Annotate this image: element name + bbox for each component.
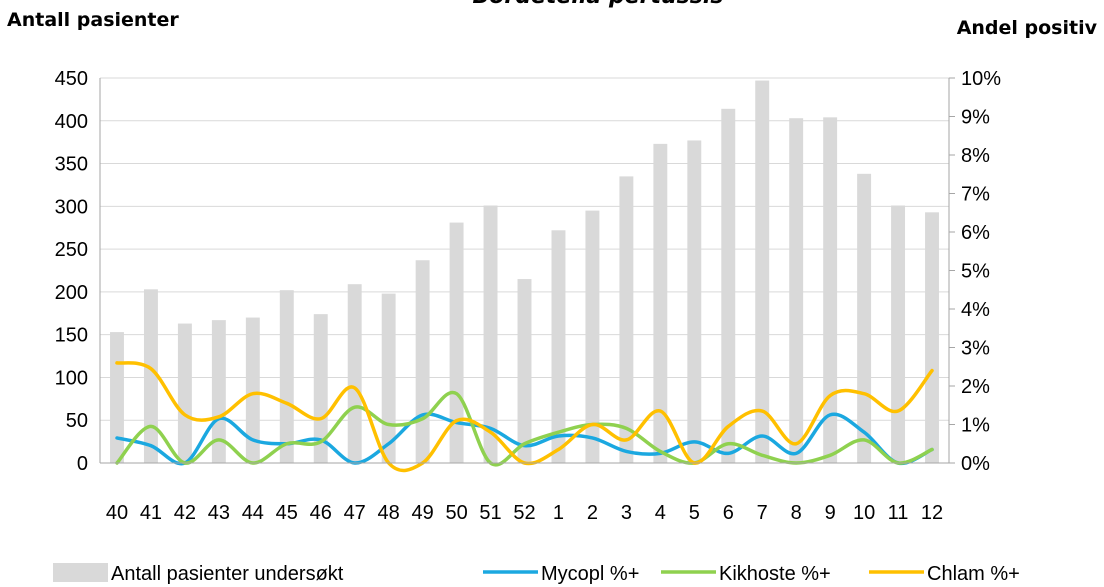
legend-label: Chlam %+ [927,563,1020,585]
x-tick-label: 42 [174,502,196,524]
x-tick-label: 52 [513,502,535,524]
y-left-tick-label: 350 [55,154,88,176]
bar [415,260,430,463]
y-left-tick-label: 450 [55,68,88,90]
bar-series [110,80,939,464]
y-left-tick-label: 400 [55,111,88,133]
bar [687,140,702,463]
x-tick-label: 45 [276,502,298,524]
bar [347,284,362,463]
gridlines [100,77,949,421]
y-right-tick-label: 7% [961,184,990,206]
y-right-tick-label: 6% [961,222,990,244]
bar [551,230,566,463]
x-tick-label: 11 [888,502,909,524]
x-tick-label: 49 [411,502,433,524]
legend-swatch [53,563,108,582]
y-right-tick-label: 5% [961,261,990,283]
x-tick-label: 41 [140,502,162,524]
bar [517,279,532,463]
x-tick-label: 47 [344,502,366,524]
x-tick-label: 12 [921,502,943,524]
legend-item: Chlam %+ [869,563,1020,585]
x-tick-label: 10 [853,502,875,524]
bar [483,205,498,463]
axes: 0501001502002503003504004500%1%2%3%4%5%6… [55,68,1002,524]
x-tick-label: 4 [655,502,666,524]
legend-label: Kikhoste %+ [719,563,831,585]
y-right-tick-label: 8% [961,145,990,167]
bar [245,317,260,463]
bar [721,108,736,464]
y-left-tick-label: 200 [55,282,88,304]
x-tick-label: 3 [621,502,632,524]
legend-item: Mycopl %+ [483,563,639,585]
x-tick-label: 51 [479,502,501,524]
bar [857,173,872,464]
bar [619,176,634,463]
y-right-tick-label: 3% [961,338,990,360]
y-left-tick-label: 150 [55,325,88,347]
bar [449,222,464,463]
y-right-tick-label: 2% [961,376,990,398]
x-tick-label: 2 [587,502,598,524]
y-left-tick-label: 100 [55,367,88,389]
y-right-tick-label: 4% [961,299,990,321]
y-right-tick-label: 9% [961,107,990,129]
x-tick-label: 6 [723,502,734,524]
bar [823,117,838,463]
y-left-tick-label: 0 [77,453,88,475]
bar [143,289,158,463]
x-tick-label: 48 [378,502,400,524]
bar [381,293,396,463]
bar [789,118,804,463]
y-right-tick-label: 1% [961,415,990,437]
x-tick-label: 46 [310,502,332,524]
bar [653,143,668,463]
y-left-tick-label: 250 [55,239,88,261]
bar [313,314,328,463]
y-right-tick-label: 0% [961,453,990,475]
legend-item: Kikhoste %+ [661,563,831,585]
x-tick-label: 40 [106,502,128,524]
x-tick-label: 9 [825,502,836,524]
x-tick-label: 43 [208,502,230,524]
x-tick-label: 5 [689,502,700,524]
x-tick-label: 1 [553,502,564,524]
legend-item: Antall pasienter undersøkt [53,563,344,585]
bar [891,205,906,463]
y-right-tick-label: 10% [961,68,1001,90]
bar [925,212,939,463]
x-tick-label: 8 [791,502,802,524]
x-tick-label: 44 [242,502,264,524]
y-left-tick-label: 50 [66,410,88,432]
legend-label: Antall pasienter undersøkt [111,563,344,585]
bar [211,320,226,463]
bar [755,80,770,464]
y-axis-left-title: Antall pasienter [7,9,179,31]
bar [110,332,124,463]
y-left-tick-label: 300 [55,196,88,218]
legend-label: Mycopl %+ [541,563,639,585]
bar [177,323,192,463]
legend: Antall pasienter undersøkt Mycopl %+ Kikho… [53,563,1020,585]
x-tick-label: 50 [445,502,467,524]
y-axis-right-title: Andel positiv [957,17,1098,39]
bar [585,210,600,463]
chart-title: Bordetella pertussis [473,0,724,9]
x-tick-label: 7 [757,502,768,524]
bar [279,290,294,463]
